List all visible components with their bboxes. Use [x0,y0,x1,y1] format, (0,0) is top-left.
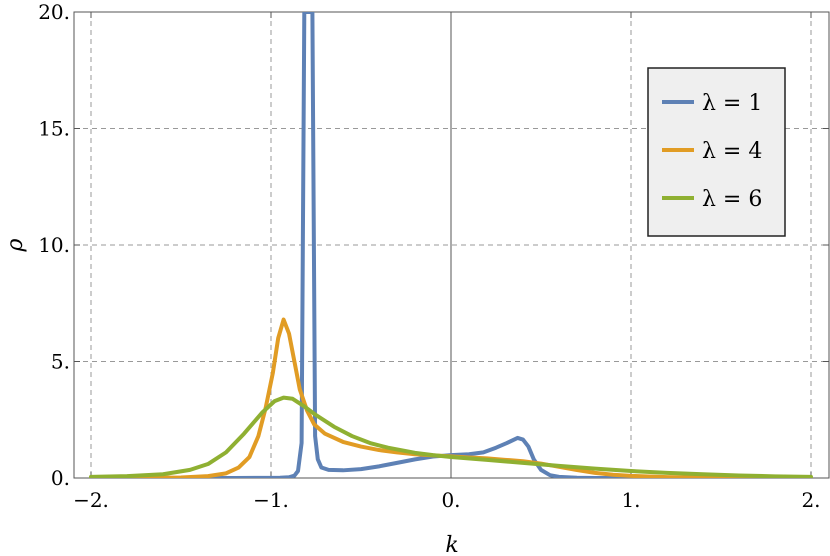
x-tick-label: −2. [73,488,109,512]
x-tick-label: 2. [801,488,820,512]
y-tick-label: 0. [51,466,70,490]
x-axis-label: k [445,533,458,556]
tick-labels: −2. −1. 0. 1. 2. 0. 5. 10. 15. 20. [38,0,820,512]
legend-label-1: λ = 1 [702,91,762,116]
series-line-3 [89,395,813,478]
y-tick-label: 5. [51,350,70,374]
series-lines [89,12,813,478]
legend: λ = 1 λ = 4 λ = 6 [647,67,786,237]
y-tick-label: 10. [38,233,70,257]
grid-lines [74,11,829,478]
axes [73,11,830,479]
x-tick-label: 0. [441,488,460,512]
legend-label-3: λ = 6 [702,187,762,212]
y-axis-label: ρ [3,238,28,252]
legend-label-2: λ = 4 [702,139,762,164]
y-tick-label: 15. [38,117,70,141]
series-line-2 [89,317,813,478]
x-tick-label: −1. [253,488,289,512]
x-tick-label: 1. [621,488,640,512]
y-tick-label: 20. [38,0,70,24]
